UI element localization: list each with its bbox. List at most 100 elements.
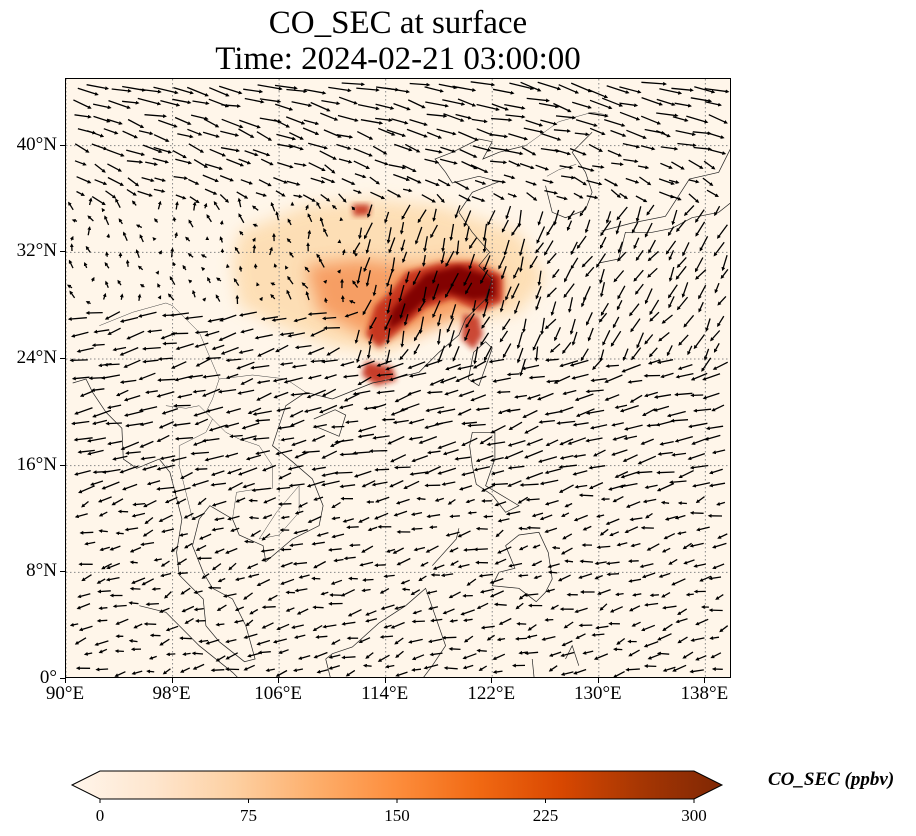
colorbar-label: CO_SEC (ppbv): [768, 769, 895, 790]
wind-arrow: [275, 344, 289, 353]
wind-arrow: [717, 315, 725, 328]
wind-arrow: [211, 344, 225, 351]
wind-arrow: [639, 563, 654, 569]
wind-arrow: [233, 619, 244, 624]
wind-arrow: [408, 638, 423, 644]
wind-arrow: [480, 625, 495, 630]
wind-arrow: [693, 563, 707, 568]
wind-arrow: [573, 176, 587, 186]
wind-arrow: [78, 625, 93, 632]
lon-tick-mark: [597, 678, 599, 683]
wind-arrow: [388, 164, 407, 170]
wind-arrow: [323, 129, 342, 138]
wind-arrow: [219, 220, 224, 225]
wind-arrow: [79, 530, 94, 535]
wind-arrow: [409, 82, 431, 87]
wind-arrow: [74, 513, 88, 519]
wind-arrow: [74, 407, 93, 415]
wind-arrow: [492, 377, 511, 383]
wind-arrow: [644, 391, 658, 398]
wind-arrow: [570, 257, 579, 270]
wind-arrow: [693, 408, 712, 413]
wind-arrow: [647, 653, 661, 660]
wind-arrow: [115, 389, 129, 397]
wind-arrow: [175, 498, 187, 505]
wind-arrow: [252, 223, 258, 228]
wind-arrow: [376, 373, 394, 378]
wind-arrow: [616, 542, 628, 547]
wind-arrow: [683, 559, 695, 565]
wind-arrow: [525, 497, 540, 502]
wind-arrow: [275, 486, 291, 491]
wind-arrow: [276, 407, 291, 413]
wind-arrow: [573, 192, 584, 199]
wind-arrow: [637, 455, 657, 465]
wind-arrow: [92, 103, 112, 110]
wind-arrow: [202, 297, 207, 302]
colorbar-tick-label: 0: [95, 806, 105, 825]
wind-arrow: [540, 317, 545, 336]
wind-arrow: [78, 485, 95, 494]
wind-arrow: [88, 376, 105, 381]
wind-arrow: [674, 102, 692, 108]
wind-arrow: [207, 276, 211, 284]
wind-arrow: [437, 441, 457, 450]
wind-arrow: [629, 303, 640, 317]
colorbar-tick-label: 225: [532, 806, 559, 825]
wind-arrow: [484, 288, 491, 304]
wind-arrow: [164, 496, 178, 504]
wind-arrow: [379, 588, 390, 594]
wind-arrow: [668, 266, 675, 282]
wind-arrow: [287, 275, 294, 285]
wind-arrow: [483, 255, 491, 272]
wind-arrow: [400, 403, 420, 412]
wind-arrow: [209, 87, 230, 97]
wind-arrow: [559, 454, 574, 460]
wind-arrow: [225, 652, 239, 660]
colorbar-bar: [70, 770, 724, 800]
wind-arrow: [125, 422, 143, 428]
wind-arrow: [77, 87, 99, 96]
wind-arrow: [122, 100, 140, 105]
wind-arrow: [383, 624, 392, 629]
wind-arrow: [626, 129, 647, 139]
wind-arrow: [656, 130, 671, 138]
wind-arrow: [432, 208, 437, 222]
wind-arrow: [545, 358, 559, 363]
wind-arrow: [273, 176, 288, 184]
wind-arrow: [621, 363, 641, 373]
wind-arrow: [605, 561, 620, 566]
wind-arrow: [555, 115, 577, 120]
wind-arrow: [666, 345, 673, 357]
wind-arrow: [291, 439, 307, 447]
wind-arrow: [289, 543, 304, 548]
wind-arrow: [306, 389, 326, 399]
wind-arrow: [318, 257, 325, 268]
coastline-11: [432, 528, 460, 566]
wind-arrow: [583, 286, 591, 302]
wind-arrow: [597, 588, 611, 596]
wind-arrow: [261, 605, 276, 610]
wind-arrow: [688, 193, 700, 204]
wind-arrow: [588, 143, 603, 152]
wind-arrow: [288, 144, 304, 151]
wind-arrow: [604, 118, 626, 127]
border-1: [205, 378, 273, 520]
wind-arrow: [238, 128, 255, 138]
wind-arrow: [524, 449, 544, 459]
wind-arrow: [491, 117, 513, 122]
wind-arrow: [414, 226, 423, 245]
wind-arrow: [241, 422, 260, 430]
wind-arrow: [93, 115, 111, 123]
wind-arrow: [658, 331, 670, 342]
wind-arrow: [307, 312, 327, 316]
wind-arrow: [421, 254, 426, 267]
wind-arrow: [585, 389, 604, 394]
wind-arrow: [522, 318, 527, 333]
wind-arrow: [424, 179, 440, 187]
wind-arrow: [591, 632, 605, 637]
wind-arrow: [292, 561, 308, 566]
wind-arrow: [399, 348, 409, 361]
wind-arrow: [464, 328, 471, 342]
wind-arrow: [250, 529, 261, 537]
